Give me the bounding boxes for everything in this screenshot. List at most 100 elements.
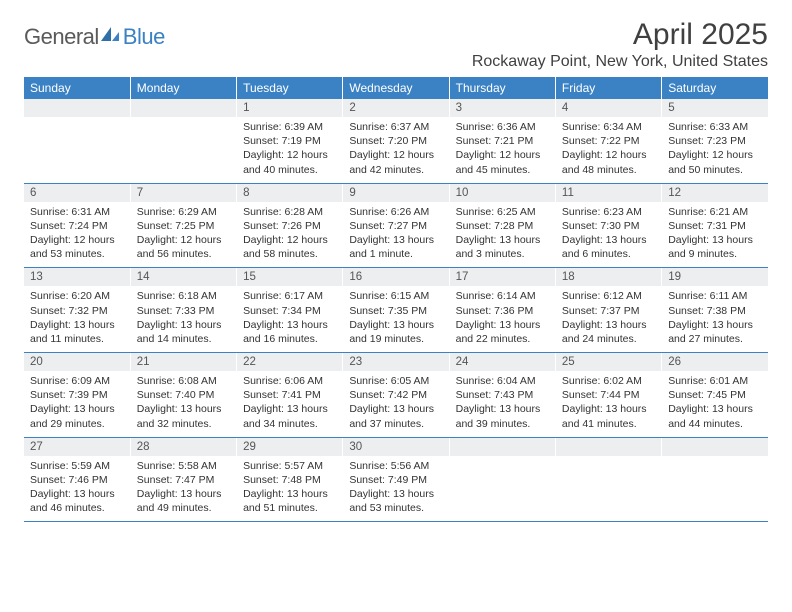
location: Rockaway Point, New York, United States	[472, 53, 768, 71]
sunrise-text: Sunrise: 6:02 AM	[562, 374, 655, 388]
sunrise-text: Sunrise: 6:37 AM	[349, 120, 442, 134]
day-header: Sunday	[24, 77, 130, 99]
daylight-text-2: and 3 minutes.	[456, 247, 549, 261]
day-number: 11	[555, 183, 661, 202]
day-cell	[662, 456, 768, 522]
sunset-text: Sunset: 7:31 PM	[668, 219, 762, 233]
daylight-text-2: and 45 minutes.	[456, 163, 549, 177]
day-cell: Sunrise: 5:57 AMSunset: 7:48 PMDaylight:…	[237, 456, 343, 522]
day-cell: Sunrise: 6:11 AMSunset: 7:38 PMDaylight:…	[662, 286, 768, 352]
daylight-text-2: and 53 minutes.	[30, 247, 124, 261]
daylight-text-2: and 58 minutes.	[243, 247, 336, 261]
sunset-text: Sunset: 7:28 PM	[456, 219, 549, 233]
day-cell: Sunrise: 6:31 AMSunset: 7:24 PMDaylight:…	[24, 202, 130, 268]
day-cell: Sunrise: 6:26 AMSunset: 7:27 PMDaylight:…	[343, 202, 449, 268]
daylight-text-1: Daylight: 12 hours	[668, 148, 762, 162]
sunset-text: Sunset: 7:39 PM	[30, 388, 124, 402]
sunset-text: Sunset: 7:46 PM	[30, 473, 124, 487]
daylight-text-1: Daylight: 13 hours	[243, 402, 336, 416]
sunset-text: Sunset: 7:49 PM	[349, 473, 442, 487]
day-number-row: 13141516171819	[24, 268, 768, 287]
day-number: 30	[343, 437, 449, 456]
day-number: 13	[24, 268, 130, 287]
day-cell: Sunrise: 6:09 AMSunset: 7:39 PMDaylight:…	[24, 371, 130, 437]
sunrise-text: Sunrise: 6:25 AM	[456, 205, 549, 219]
day-number: 22	[237, 353, 343, 372]
sunset-text: Sunset: 7:22 PM	[562, 134, 655, 148]
daylight-text-2: and 29 minutes.	[30, 417, 124, 431]
daylight-text-2: and 34 minutes.	[243, 417, 336, 431]
day-number: 3	[449, 99, 555, 117]
day-number: 21	[130, 353, 236, 372]
daylight-text-2: and 56 minutes.	[137, 247, 230, 261]
sunrise-text: Sunrise: 6:33 AM	[668, 120, 762, 134]
day-number-row: 20212223242526	[24, 353, 768, 372]
day-cell: Sunrise: 6:20 AMSunset: 7:32 PMDaylight:…	[24, 286, 130, 352]
sunrise-text: Sunrise: 6:11 AM	[668, 289, 762, 303]
daylight-text-1: Daylight: 13 hours	[349, 318, 442, 332]
daylight-text-2: and 22 minutes.	[456, 332, 549, 346]
sunset-text: Sunset: 7:43 PM	[456, 388, 549, 402]
day-number: 4	[555, 99, 661, 117]
sunrise-text: Sunrise: 6:21 AM	[668, 205, 762, 219]
day-cell: Sunrise: 6:04 AMSunset: 7:43 PMDaylight:…	[449, 371, 555, 437]
day-number	[662, 437, 768, 456]
calendar-table: SundayMondayTuesdayWednesdayThursdayFrid…	[24, 77, 768, 522]
day-number: 1	[237, 99, 343, 117]
daylight-text-1: Daylight: 13 hours	[349, 233, 442, 247]
brand-part1: General	[24, 24, 99, 50]
daylight-text-1: Daylight: 13 hours	[562, 402, 655, 416]
day-cell: Sunrise: 6:28 AMSunset: 7:26 PMDaylight:…	[237, 202, 343, 268]
day-number-row: 27282930	[24, 437, 768, 456]
sunrise-text: Sunrise: 6:31 AM	[30, 205, 124, 219]
day-cell	[130, 117, 236, 183]
sunrise-text: Sunrise: 6:05 AM	[349, 374, 442, 388]
daylight-text-1: Daylight: 12 hours	[349, 148, 442, 162]
daylight-text-2: and 16 minutes.	[243, 332, 336, 346]
day-number: 2	[343, 99, 449, 117]
daylight-text-1: Daylight: 13 hours	[456, 233, 549, 247]
sunrise-text: Sunrise: 6:06 AM	[243, 374, 336, 388]
sunrise-text: Sunrise: 5:59 AM	[30, 459, 124, 473]
daylight-text-2: and 11 minutes.	[30, 332, 124, 346]
daylight-text-1: Daylight: 13 hours	[137, 487, 230, 501]
daylight-text-1: Daylight: 13 hours	[456, 402, 549, 416]
day-number: 20	[24, 353, 130, 372]
day-number: 23	[343, 353, 449, 372]
sunrise-text: Sunrise: 6:17 AM	[243, 289, 336, 303]
day-number: 10	[449, 183, 555, 202]
daylight-text-2: and 14 minutes.	[137, 332, 230, 346]
day-content-row: Sunrise: 6:39 AMSunset: 7:19 PMDaylight:…	[24, 117, 768, 183]
day-number: 28	[130, 437, 236, 456]
day-header: Tuesday	[237, 77, 343, 99]
day-cell	[555, 456, 661, 522]
sunset-text: Sunset: 7:19 PM	[243, 134, 336, 148]
daylight-text-1: Daylight: 13 hours	[456, 318, 549, 332]
day-number: 14	[130, 268, 236, 287]
day-cell: Sunrise: 6:02 AMSunset: 7:44 PMDaylight:…	[555, 371, 661, 437]
month-title: April 2025	[472, 18, 768, 51]
daylight-text-2: and 53 minutes.	[349, 501, 442, 515]
day-cell: Sunrise: 5:59 AMSunset: 7:46 PMDaylight:…	[24, 456, 130, 522]
day-number: 19	[662, 268, 768, 287]
day-cell: Sunrise: 6:34 AMSunset: 7:22 PMDaylight:…	[555, 117, 661, 183]
day-cell: Sunrise: 6:23 AMSunset: 7:30 PMDaylight:…	[555, 202, 661, 268]
sunset-text: Sunset: 7:27 PM	[349, 219, 442, 233]
daylight-text-2: and 48 minutes.	[562, 163, 655, 177]
sunset-text: Sunset: 7:42 PM	[349, 388, 442, 402]
sunset-text: Sunset: 7:47 PM	[137, 473, 230, 487]
sunrise-text: Sunrise: 5:56 AM	[349, 459, 442, 473]
sunset-text: Sunset: 7:36 PM	[456, 304, 549, 318]
daylight-text-2: and 49 minutes.	[137, 501, 230, 515]
sunrise-text: Sunrise: 6:28 AM	[243, 205, 336, 219]
day-cell: Sunrise: 6:12 AMSunset: 7:37 PMDaylight:…	[555, 286, 661, 352]
day-number: 12	[662, 183, 768, 202]
day-header-row: SundayMondayTuesdayWednesdayThursdayFrid…	[24, 77, 768, 99]
brand-part2: Blue	[123, 24, 165, 50]
sunset-text: Sunset: 7:40 PM	[137, 388, 230, 402]
day-number: 26	[662, 353, 768, 372]
day-header: Thursday	[449, 77, 555, 99]
daylight-text-2: and 46 minutes.	[30, 501, 124, 515]
day-cell	[449, 456, 555, 522]
sunrise-text: Sunrise: 6:26 AM	[349, 205, 442, 219]
